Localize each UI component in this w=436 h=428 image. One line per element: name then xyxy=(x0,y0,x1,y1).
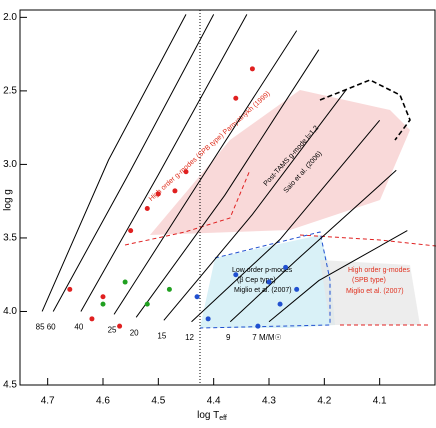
y-tick-label: 4.5 xyxy=(3,380,17,391)
star xyxy=(233,95,239,101)
star xyxy=(294,286,300,292)
track xyxy=(113,30,298,315)
track xyxy=(229,169,397,323)
annotation: Low order p-modes xyxy=(232,267,293,274)
star xyxy=(144,206,150,212)
x-axis-label-main: log T xyxy=(197,410,219,421)
blue-boundary xyxy=(199,231,331,329)
shade-spb xyxy=(320,260,420,325)
star xyxy=(233,272,239,278)
red-boundary xyxy=(124,169,251,246)
track xyxy=(80,14,248,312)
x-axis-label: log Teff xyxy=(197,410,227,422)
star xyxy=(205,316,211,322)
x-tick-label: 4.2 xyxy=(317,396,331,407)
mass-label: 20 xyxy=(130,328,139,337)
annotation: High order g-modes xyxy=(348,267,410,274)
star xyxy=(249,66,255,72)
x-tick-label: 4.4 xyxy=(207,396,221,407)
star xyxy=(194,294,200,300)
x-tick-label: 4.5 xyxy=(151,396,165,407)
star xyxy=(183,169,189,175)
track xyxy=(163,89,347,321)
star xyxy=(67,286,73,292)
star xyxy=(155,191,161,197)
track xyxy=(191,119,381,323)
x-tick-label: 4.7 xyxy=(41,396,55,407)
star xyxy=(100,294,106,300)
mass-label: 15 xyxy=(157,331,166,340)
x-tick-label: 4.3 xyxy=(262,396,276,407)
track xyxy=(268,230,408,323)
y-tick-label: 3.5 xyxy=(3,233,17,244)
x-tick-label: 4.1 xyxy=(373,396,387,407)
y-tick-label: 3.0 xyxy=(3,159,17,170)
annotation: Miglio et al. (2007) xyxy=(346,288,404,295)
star xyxy=(277,301,283,307)
mass-label: 60 xyxy=(47,323,56,332)
plot-frame xyxy=(19,9,436,386)
annotation: (β Cep type) xyxy=(237,277,276,284)
track xyxy=(135,49,320,318)
black-boundary xyxy=(319,79,411,141)
shade-spb-post-tams xyxy=(150,90,410,235)
mass-label: 85 xyxy=(36,323,45,332)
star xyxy=(283,264,289,270)
red-boundary xyxy=(299,234,436,247)
y-tick-label: 2.0 xyxy=(3,12,17,23)
track xyxy=(41,14,187,312)
annotation: (SPB type) xyxy=(352,277,386,284)
annotation: Miglio et al. (2007) xyxy=(234,287,292,294)
star xyxy=(266,279,272,285)
star xyxy=(255,323,261,329)
star xyxy=(89,316,95,322)
star xyxy=(100,301,106,307)
star xyxy=(166,286,172,292)
star xyxy=(122,279,128,285)
star xyxy=(144,301,150,307)
mass-label: 9 xyxy=(226,333,231,342)
y-axis-label: log g xyxy=(3,189,14,211)
y-tick-label: 2.5 xyxy=(3,86,17,97)
mass-label: 40 xyxy=(74,323,83,332)
star xyxy=(172,188,178,194)
star xyxy=(117,323,123,329)
x-tick-label: 4.6 xyxy=(96,396,110,407)
y-tick-label: 4.0 xyxy=(3,306,17,317)
mass-label: 25 xyxy=(108,326,117,335)
x-axis-label-sub: eff xyxy=(219,415,227,422)
track xyxy=(52,14,215,312)
star xyxy=(128,228,134,234)
mass-label: 12 xyxy=(185,333,194,342)
mass-label: 7 M/M☉ xyxy=(252,333,281,342)
